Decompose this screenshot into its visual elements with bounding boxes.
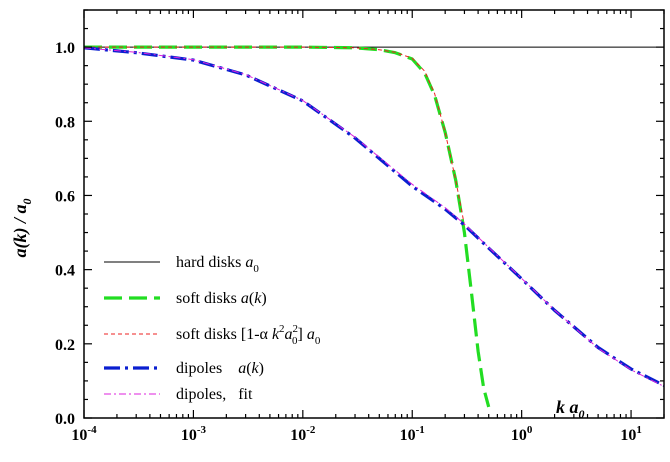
axis-title-layer: a(k) / a0 k a0 [10,199,585,422]
series-layer [83,45,665,408]
x-tick-label: 101 [620,424,642,444]
series-line-5 [83,47,665,387]
series-line-3 [84,46,465,226]
x-tick-label: 10-3 [181,424,207,444]
x-axis-title: k a0 [556,397,585,421]
y-tick-label: 0.4 [55,263,75,280]
axes-layer [83,9,665,419]
x-tick-label: 100 [511,424,533,444]
x-tick-label: 10-4 [71,424,97,444]
series-line-2 [84,45,491,408]
legend-label-5: dipoles, fit [176,386,253,403]
x-tick-label: 10-1 [400,424,425,444]
tick-label-layer: 0.0 0.2 0.4 0.6 0.8 1.0 10-4 10-3 10-2 10-1 100 101 [55,40,642,444]
y-tick-label: 1.0 [55,40,75,57]
y-tick-label: 0.6 [55,188,75,205]
legend-label-4: dipoles a(k) [176,360,264,377]
y-axis-title: a(k) / a0 [10,199,34,258]
legend-label-3: soft disks [1-α k2a2 0] a0 [176,323,321,347]
legend-label-2: soft disks a(k) [176,290,267,307]
y-tick-label: 0.8 [55,114,75,131]
legend: hard disks a0 soft disks a(k) soft disks [… [104,254,321,403]
y-tick-label: 0.2 [55,337,75,354]
x-tick-label: 10-2 [290,424,316,444]
series-line-4 [83,46,665,387]
y-tick-label: 0.0 [55,411,75,428]
legend-label-1: hard disks a0 [176,254,259,275]
